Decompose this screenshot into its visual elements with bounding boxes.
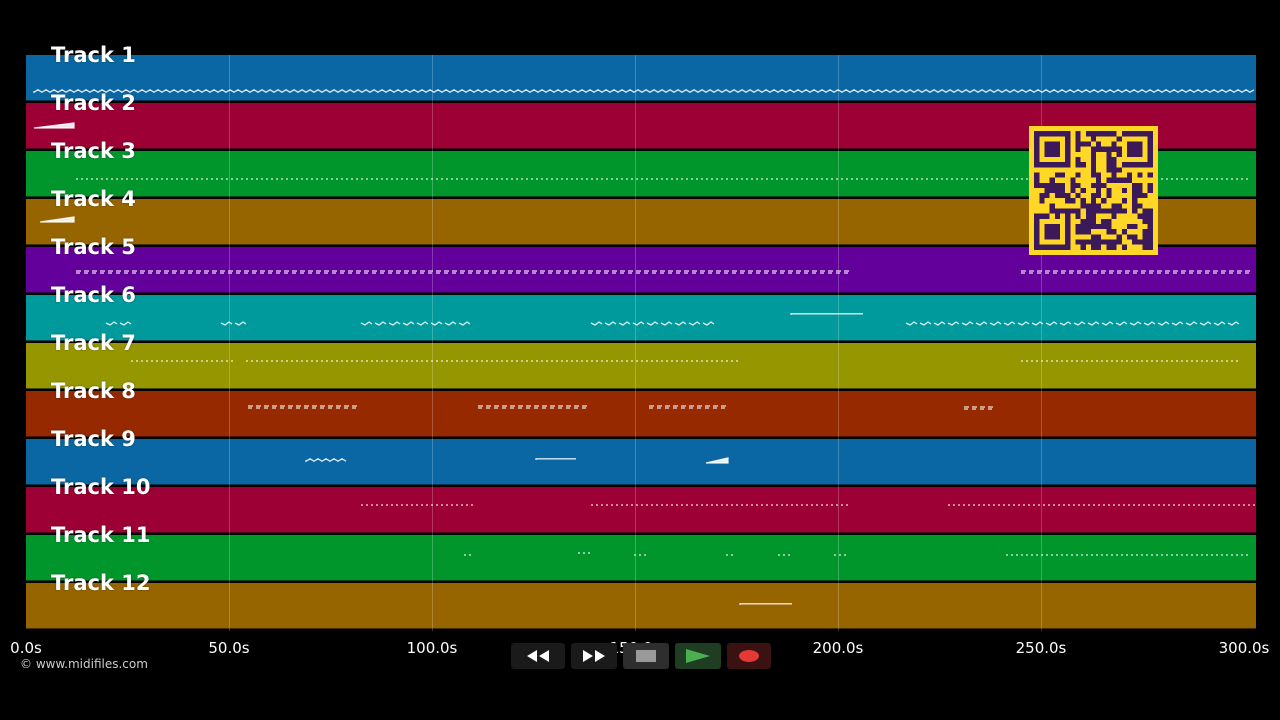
note-stroke bbox=[360, 321, 471, 326]
play-button[interactable] bbox=[675, 643, 721, 669]
qr-code bbox=[1029, 126, 1158, 255]
copyright-text: © www.midifiles.com bbox=[20, 657, 148, 671]
note-stroke bbox=[220, 321, 247, 326]
gridline-150s bbox=[635, 55, 636, 631]
note-stroke bbox=[964, 406, 993, 410]
track-label-3: Track 3 bbox=[51, 139, 136, 163]
note-strokes bbox=[305, 457, 729, 464]
track-label-8: Track 8 bbox=[51, 379, 136, 403]
note-stroke bbox=[33, 122, 75, 129]
note-stroke bbox=[76, 270, 849, 274]
track-lane-9[interactable] bbox=[26, 439, 1256, 485]
track-label-9: Track 9 bbox=[51, 427, 136, 451]
note-stroke bbox=[478, 405, 587, 409]
note-stroke bbox=[590, 321, 715, 326]
track-label-6: Track 6 bbox=[51, 283, 136, 307]
gridline-100s bbox=[432, 55, 433, 631]
track-label-11: Track 11 bbox=[51, 523, 151, 547]
note-stroke bbox=[790, 313, 863, 315]
track-lane-8[interactable] bbox=[26, 391, 1256, 437]
gridline-50s bbox=[229, 55, 230, 631]
note-stroke bbox=[1021, 270, 1250, 274]
note-strokes bbox=[33, 89, 1255, 94]
track-label-2: Track 2 bbox=[51, 91, 136, 115]
note-strokes bbox=[33, 122, 75, 129]
play-icon bbox=[686, 649, 710, 663]
track-label-12: Track 12 bbox=[51, 571, 151, 595]
note-stroke bbox=[248, 405, 357, 409]
track-lane-7[interactable] bbox=[26, 343, 1256, 389]
note-stroke bbox=[905, 321, 1240, 326]
track-lane-10[interactable] bbox=[26, 487, 1256, 533]
axis-label-0s: 0.0s bbox=[10, 639, 42, 657]
track-label-10: Track 10 bbox=[51, 475, 151, 499]
note-strokes bbox=[248, 405, 993, 410]
fast-forward-button[interactable] bbox=[571, 643, 617, 669]
track-lane-6[interactable] bbox=[26, 295, 1256, 341]
note-strokes bbox=[739, 603, 792, 605]
gridline-250s bbox=[1041, 55, 1042, 631]
note-strokes bbox=[39, 216, 75, 223]
note-strokes bbox=[131, 360, 1238, 362]
note-strokes bbox=[76, 270, 1250, 274]
axis-label-250s: 250.0s bbox=[1015, 639, 1067, 657]
note-strokes bbox=[105, 313, 1240, 326]
note-stroke bbox=[305, 458, 347, 463]
track-lane-11[interactable] bbox=[26, 535, 1256, 581]
axis-label-100s: 100.0s bbox=[406, 639, 458, 657]
track-lane-1[interactable] bbox=[26, 55, 1256, 101]
track-label-7: Track 7 bbox=[51, 331, 136, 355]
track-lane-12[interactable] bbox=[26, 583, 1256, 629]
track-label-4: Track 4 bbox=[51, 187, 136, 211]
fast-forward-icon bbox=[583, 650, 605, 662]
axis-label-50s: 50.0s bbox=[208, 639, 250, 657]
note-stroke bbox=[649, 405, 726, 409]
note-stroke bbox=[105, 321, 132, 326]
record-icon bbox=[739, 650, 759, 662]
note-strokes bbox=[464, 552, 1248, 556]
stop-button[interactable] bbox=[623, 643, 669, 669]
note-stroke bbox=[535, 458, 576, 460]
axis-label-200s: 200.0s bbox=[812, 639, 864, 657]
note-stroke bbox=[739, 603, 792, 605]
note-stroke bbox=[39, 216, 75, 223]
qr-modules bbox=[1034, 131, 1153, 250]
rewind-icon bbox=[527, 650, 549, 662]
gridline-200s bbox=[838, 55, 839, 631]
track-label-5: Track 5 bbox=[51, 235, 136, 259]
note-strokes bbox=[361, 504, 1255, 506]
track-label-1: Track 1 bbox=[51, 43, 136, 67]
axis-label-300s: 300.0s bbox=[1218, 639, 1270, 657]
note-stroke bbox=[705, 457, 729, 464]
record-button[interactable] bbox=[727, 643, 771, 669]
stop-icon bbox=[636, 650, 656, 662]
rewind-button[interactable] bbox=[511, 643, 565, 669]
note-stroke bbox=[33, 89, 1255, 94]
